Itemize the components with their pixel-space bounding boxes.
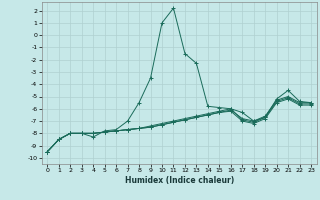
X-axis label: Humidex (Indice chaleur): Humidex (Indice chaleur)	[124, 176, 234, 185]
